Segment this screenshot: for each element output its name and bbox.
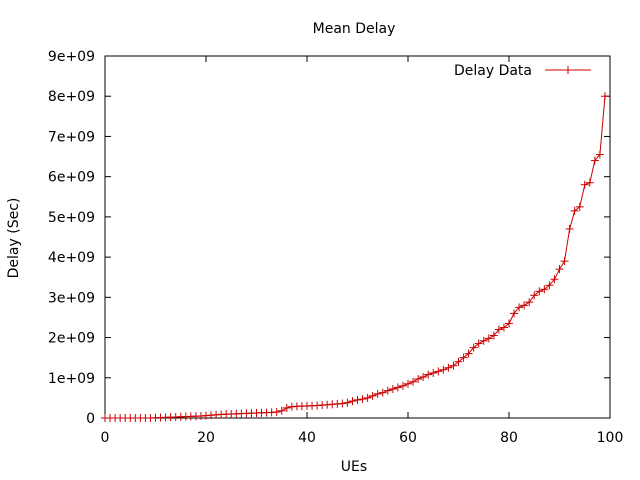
y-tick-label: 4e+09 — [48, 250, 95, 266]
data-point — [515, 303, 524, 312]
data-point — [338, 399, 347, 408]
data-point — [404, 379, 412, 388]
data-point — [505, 319, 513, 328]
data-point — [499, 323, 508, 332]
data-point — [429, 368, 438, 377]
data-point — [439, 365, 448, 374]
data-point — [550, 275, 559, 284]
data-point — [580, 180, 589, 189]
y-tick-label: 1e+09 — [48, 371, 95, 387]
chart-title: Mean Delay — [313, 21, 396, 37]
data-point — [444, 363, 453, 372]
data-point — [600, 92, 609, 101]
data-point — [388, 385, 397, 394]
data-point — [545, 281, 554, 290]
data-point — [393, 383, 402, 392]
x-tick-label: 60 — [399, 430, 417, 446]
series-line — [105, 96, 606, 419]
data-point — [510, 309, 519, 318]
data-point — [560, 257, 569, 266]
data-point — [378, 388, 387, 397]
legend-label: Delay Data — [454, 63, 532, 79]
data-point — [373, 389, 382, 398]
y-tick-label: 5e+09 — [48, 210, 95, 226]
data-point — [494, 325, 503, 334]
y-tick-label: 7e+09 — [48, 129, 95, 145]
x-tick-label: 40 — [298, 430, 316, 446]
data-point — [282, 403, 291, 412]
data-point — [272, 407, 281, 416]
x-tick-label: 0 — [101, 430, 110, 446]
x-tick-label: 100 — [597, 430, 624, 446]
x-axis-label: UEs — [341, 459, 367, 475]
y-tick-label: 2e+09 — [48, 331, 95, 347]
y-tick-label: 8e+09 — [48, 89, 95, 105]
data-point — [363, 393, 372, 402]
data-point — [520, 301, 529, 310]
axes: 0 1e+09 2e+09 3e+09 4e+09 5e+09 6e+09 7e+09 8e+0… — [48, 49, 623, 446]
data-point — [535, 287, 544, 296]
data-point — [459, 353, 468, 362]
data-point — [358, 395, 367, 404]
data-point — [464, 349, 473, 358]
data-point — [530, 291, 539, 300]
data-point — [449, 361, 458, 370]
data-point — [570, 206, 579, 215]
data-point — [353, 395, 362, 404]
data-point — [479, 336, 488, 345]
data-point — [595, 150, 604, 159]
data-point — [414, 374, 423, 383]
data-point — [454, 357, 463, 366]
y-tick-label: 0 — [86, 411, 95, 427]
data-point — [484, 334, 493, 343]
data-point — [409, 377, 418, 386]
data-point — [585, 178, 594, 187]
data-point — [348, 397, 357, 406]
data-point — [474, 339, 483, 348]
data-point — [525, 298, 534, 307]
data-point — [489, 331, 498, 340]
data-point — [565, 224, 574, 233]
data-point — [419, 372, 428, 381]
y-tick-label: 6e+09 — [48, 170, 95, 186]
x-tick-label: 20 — [197, 430, 215, 446]
y-axis-label: Delay (Sec) — [6, 198, 22, 279]
y-tick-label: 3e+09 — [48, 290, 95, 306]
data-point — [398, 381, 407, 390]
y-tick-label: 9e+09 — [48, 49, 95, 65]
legend: Delay Data — [454, 63, 591, 79]
plot-frame — [104, 55, 611, 419]
data-point — [383, 386, 392, 395]
series-delay-data — [101, 92, 609, 422]
data-point — [343, 398, 352, 407]
data-point — [434, 367, 443, 376]
data-point — [277, 406, 286, 415]
data-point — [540, 285, 549, 294]
x-tick-label: 80 — [500, 430, 518, 446]
data-point — [469, 343, 478, 352]
data-point — [555, 265, 564, 274]
data-point — [424, 370, 433, 379]
data-point — [575, 202, 584, 211]
data-point — [368, 391, 377, 400]
data-point — [590, 156, 599, 165]
